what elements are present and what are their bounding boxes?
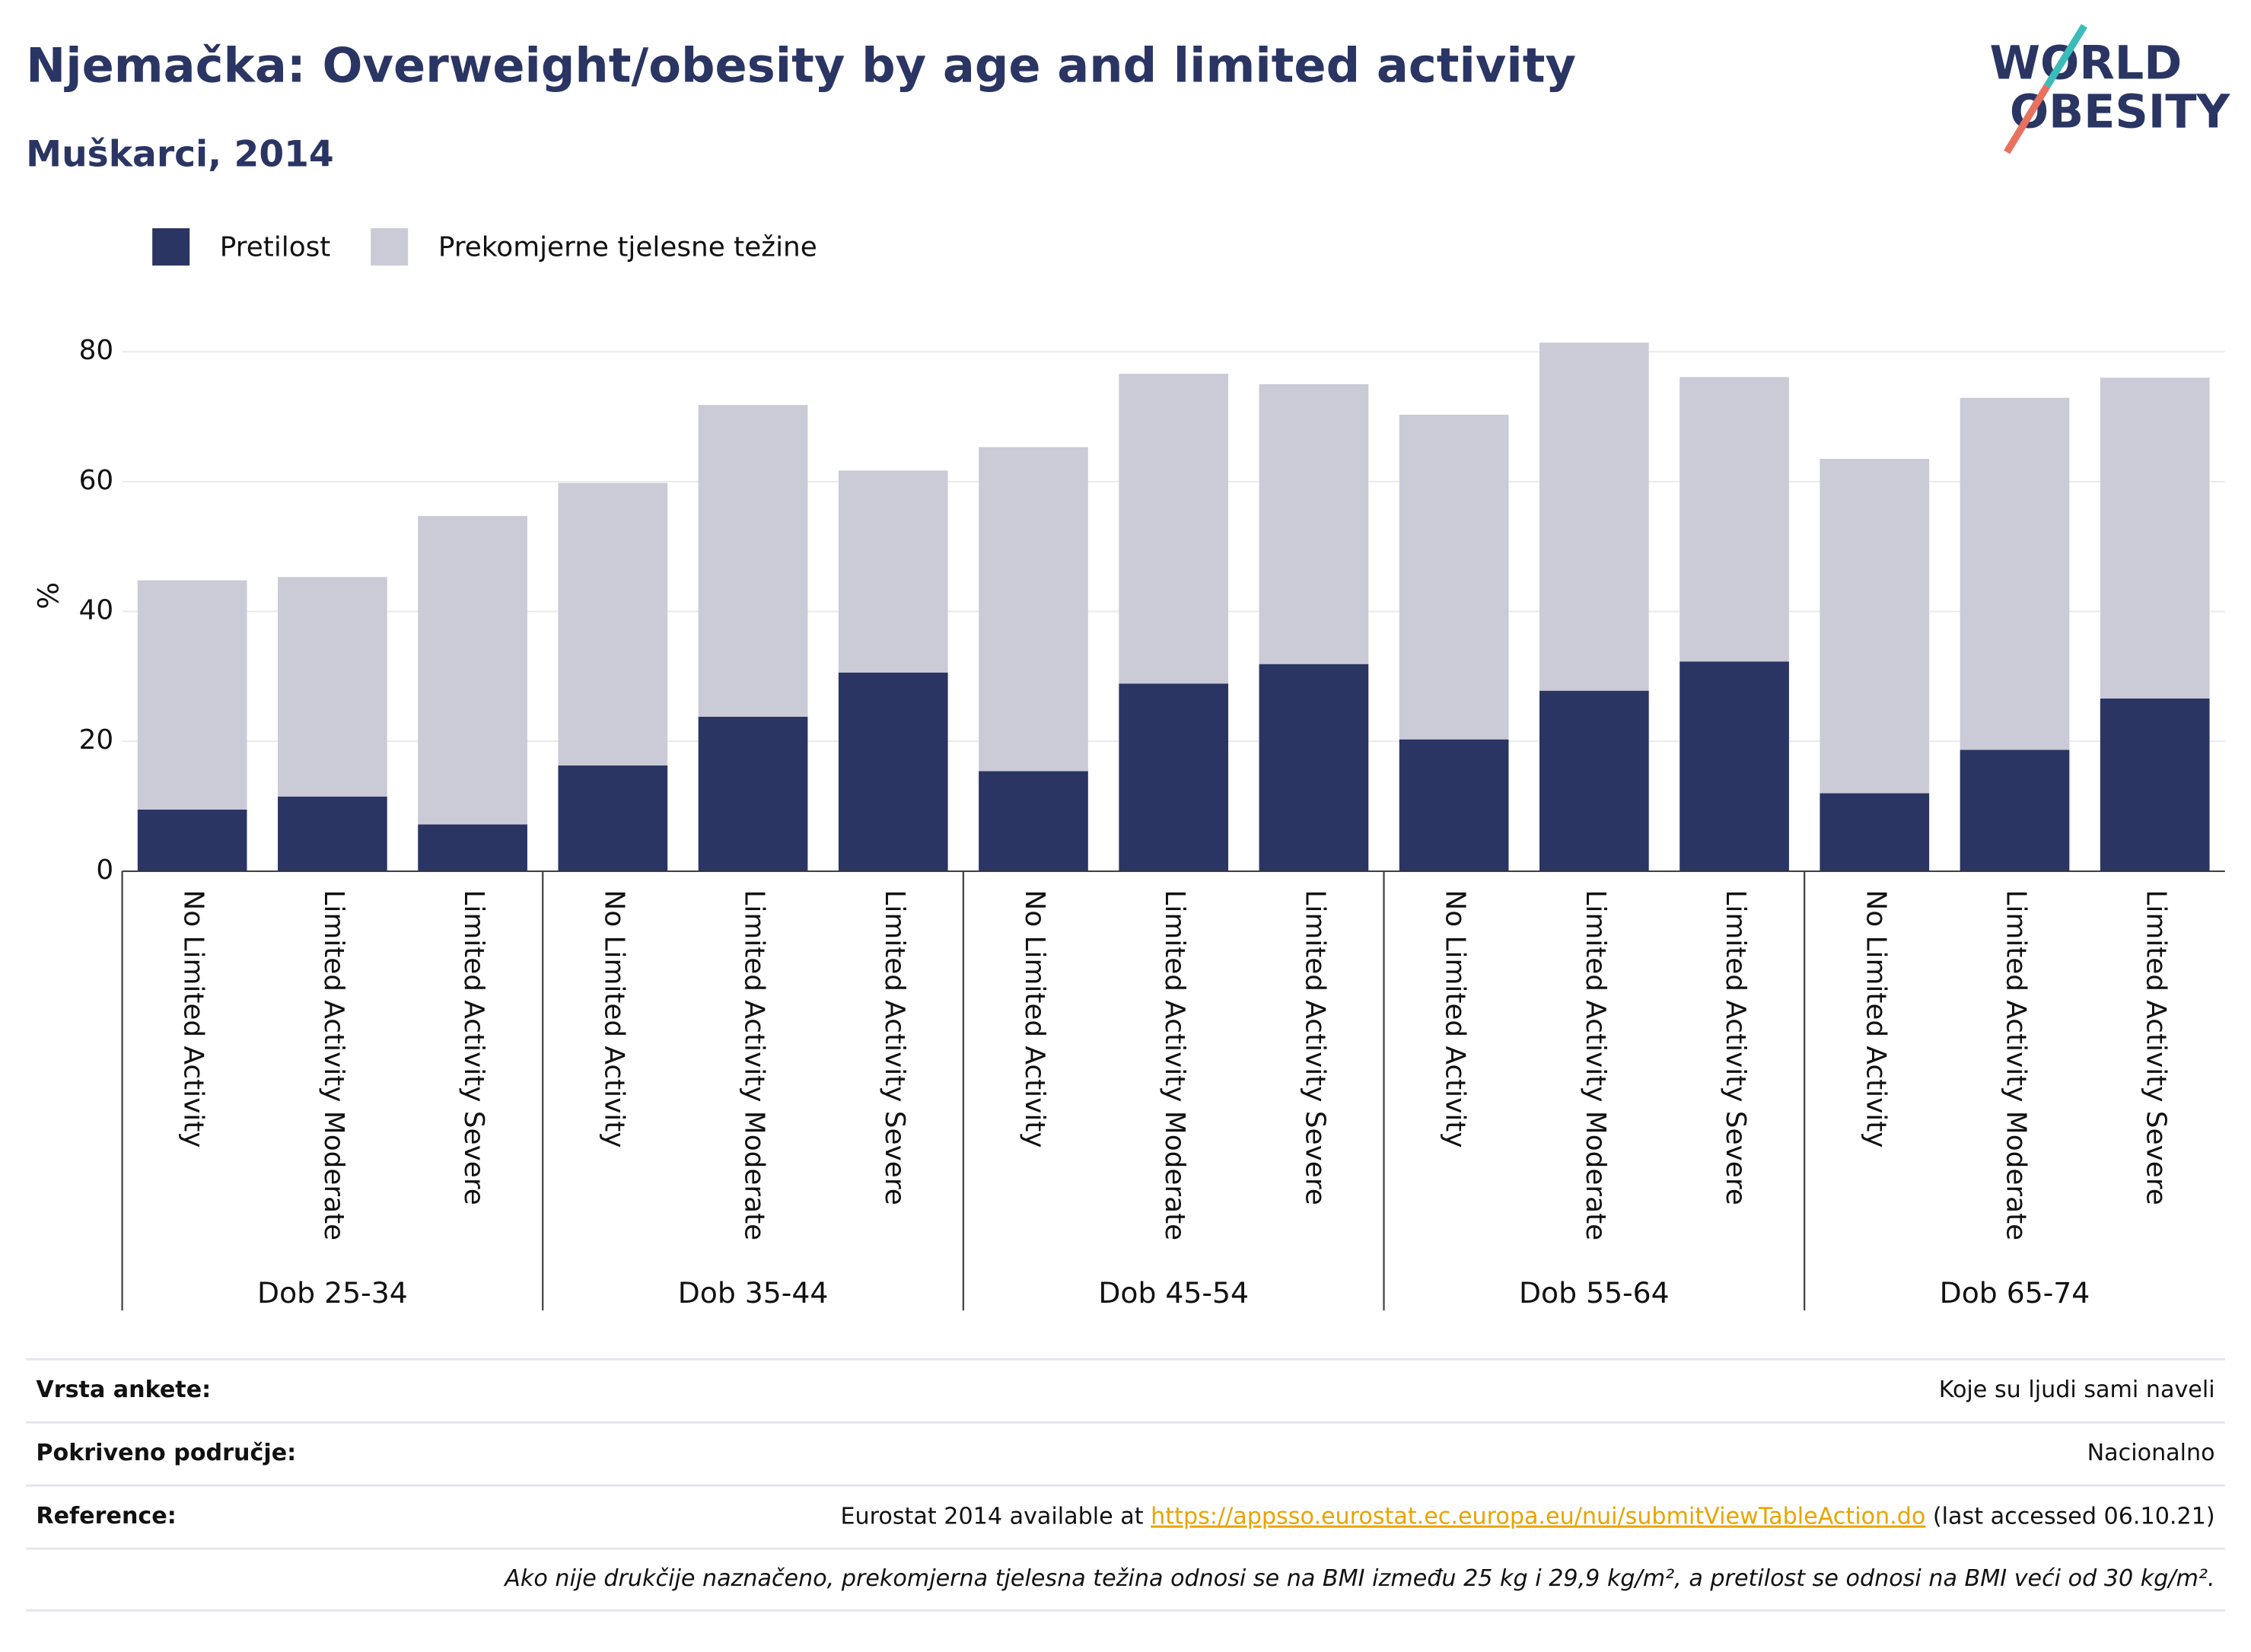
bar: [1960, 397, 2070, 750]
logo: WORLD OBESITY: [1989, 24, 2231, 154]
x-tick-label: Limited Activity Moderate: [2000, 890, 2031, 1240]
footer-note: Ako nije drukčije naznačeno, prekomjerna…: [503, 1565, 2214, 1592]
bar: [698, 716, 808, 871]
x-tick-label: No Limited Activity: [598, 890, 629, 1147]
y-tick-label: 0: [96, 855, 113, 886]
bar: [979, 447, 1088, 772]
footer-value: Koje su ljudi sami naveli: [1939, 1377, 2215, 1403]
group-label: Dob 25-34: [257, 1276, 408, 1310]
x-tick-label: Limited Activity Moderate: [1580, 890, 1611, 1240]
y-tick-label: 80: [79, 335, 114, 366]
bar: [1679, 377, 1789, 662]
bar: [418, 516, 527, 825]
chart-title: Njemačka: Overweight/obesity by age and …: [26, 38, 1576, 94]
bar: [137, 809, 247, 871]
reference-text: Eurostat 2014 available at: [840, 1503, 1151, 1529]
bar: [558, 482, 668, 766]
x-tick-label: No Limited Activity: [178, 890, 209, 1147]
x-tick-label: Limited Activity Severe: [2141, 890, 2172, 1205]
bar: [1539, 342, 1649, 691]
footer-value: Nacionalno: [2087, 1440, 2215, 1466]
legend-label: Prekomjerne tjelesne težine: [438, 231, 817, 263]
reference-link[interactable]: https://appsso.eurostat.ec.europa.eu/nui…: [1151, 1503, 1925, 1529]
footer-label: Pokriveno područje:: [36, 1440, 296, 1466]
y-axis-label: %: [32, 582, 65, 610]
x-tick-label: Limited Activity Moderate: [1159, 890, 1190, 1240]
bar: [1399, 414, 1509, 740]
x-tick-label: Limited Activity Moderate: [318, 890, 349, 1240]
bar: [979, 771, 1088, 871]
bar: [1679, 661, 1789, 871]
group-label: Dob 65-74: [1940, 1276, 2090, 1310]
bar: [137, 580, 247, 810]
x-tick-label: No Limited Activity: [1440, 890, 1471, 1147]
y-tick-label: 60: [79, 465, 114, 496]
logo-text: OBESITY: [2010, 85, 2231, 138]
group-label: Dob 35-44: [678, 1276, 829, 1310]
group-label: Dob 55-64: [1519, 1276, 1670, 1310]
bar: [1119, 374, 1229, 684]
bar: [1820, 793, 1930, 871]
footer-label: Reference:: [36, 1503, 176, 1529]
y-tick-label: 20: [79, 724, 114, 756]
x-tick-label: Limited Activity Moderate: [739, 890, 770, 1240]
bar: [838, 672, 948, 871]
logo-text: WORLD: [1989, 37, 2182, 90]
bar: [278, 577, 387, 797]
bar: [1539, 690, 1649, 871]
bar: [418, 824, 527, 871]
bar: [278, 796, 387, 871]
x-tick-label: No Limited Activity: [1860, 890, 1891, 1147]
bar: [1399, 739, 1509, 871]
bar: [1119, 683, 1229, 871]
bar: [1259, 384, 1369, 664]
reference-text: (last accessed 06.10.21): [1925, 1503, 2214, 1529]
bar: [1960, 750, 2070, 871]
footer-value: Eurostat 2014 available at https://appss…: [840, 1503, 2214, 1529]
bar: [558, 765, 668, 871]
bar: [2100, 377, 2210, 699]
logo-slash: [2043, 24, 2087, 88]
chart-subtitle: Muškarci, 2014: [26, 134, 334, 176]
bar: [1820, 459, 1930, 794]
legend-swatch: [371, 228, 409, 266]
bar: [698, 405, 808, 717]
x-tick-label: Limited Activity Severe: [1720, 890, 1751, 1205]
footer-label: Vrsta ankete:: [36, 1377, 211, 1403]
group-label: Dob 45-54: [1098, 1276, 1249, 1310]
bar: [2100, 698, 2210, 871]
logo-slash: [2004, 84, 2050, 154]
legend-label: Pretilost: [220, 231, 331, 263]
bar: [1259, 664, 1369, 871]
bar: [838, 470, 948, 673]
x-tick-label: Limited Activity Severe: [458, 890, 489, 1205]
y-tick-label: 40: [79, 595, 114, 626]
x-tick-label: Limited Activity Severe: [879, 890, 910, 1205]
x-tick-label: No Limited Activity: [1019, 890, 1050, 1147]
legend-swatch: [152, 228, 190, 266]
x-tick-label: Limited Activity Severe: [1299, 890, 1330, 1205]
